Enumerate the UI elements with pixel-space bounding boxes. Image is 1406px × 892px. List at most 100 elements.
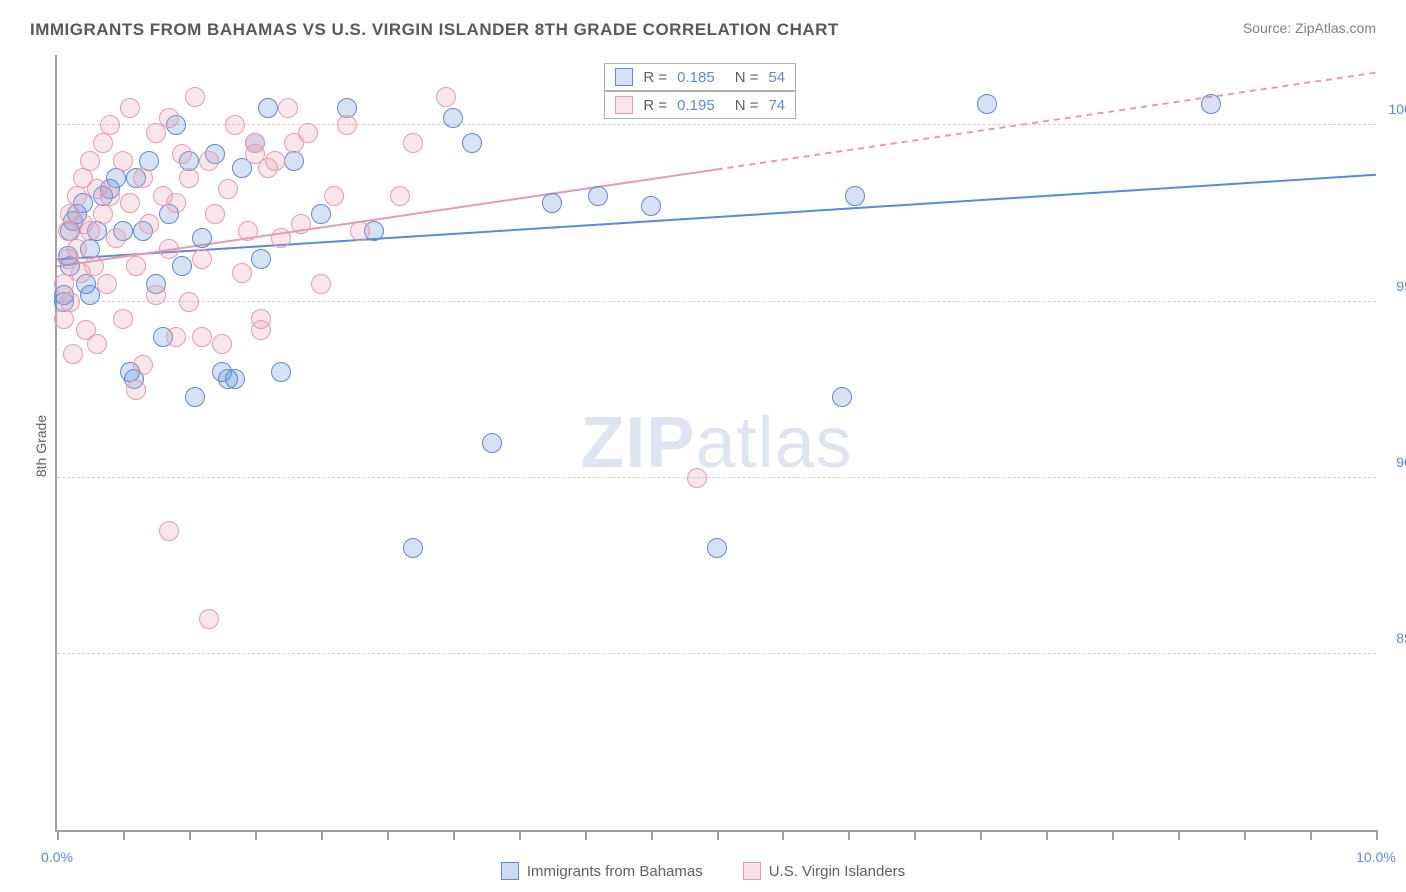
gridline <box>57 124 1376 125</box>
scatter-point-virgin-islanders <box>278 98 298 118</box>
scatter-point-virgin-islanders <box>390 186 410 206</box>
scatter-point-virgin-islanders <box>54 309 74 329</box>
scatter-point-virgin-islanders <box>403 133 423 153</box>
scatter-point-virgin-islanders <box>324 186 344 206</box>
regression-line-dashed <box>717 73 1377 170</box>
legend-R-label: R = <box>643 69 667 86</box>
watermark: ZIPatlas <box>580 402 852 484</box>
scatter-point-virgin-islanders <box>185 87 205 107</box>
scatter-point-virgin-islanders <box>350 221 370 241</box>
scatter-point-bahamas <box>192 228 212 248</box>
scatter-point-virgin-islanders <box>311 274 331 294</box>
scatter-point-virgin-islanders <box>245 144 265 164</box>
regression-line-solid <box>57 175 1376 260</box>
scatter-point-virgin-islanders <box>179 168 199 188</box>
scatter-point-virgin-islanders <box>205 204 225 224</box>
scatter-point-virgin-islanders <box>218 179 238 199</box>
source-attribution: Source: ZipAtlas.com <box>1243 20 1376 36</box>
legend-N-value: 54 <box>768 69 785 86</box>
scatter-point-virgin-islanders <box>106 228 126 248</box>
scatter-point-virgin-islanders <box>120 98 140 118</box>
scatter-point-bahamas <box>225 369 245 389</box>
xtick <box>848 830 850 840</box>
y-axis-label: 8th Grade <box>33 415 49 477</box>
xtick <box>321 830 323 840</box>
scatter-point-bahamas <box>185 387 205 407</box>
legend-N-value: 74 <box>768 97 785 114</box>
scatter-point-bahamas <box>258 98 278 118</box>
xtick <box>1046 830 1048 840</box>
legend-N-label: N = <box>735 97 759 114</box>
xtick <box>980 830 982 840</box>
scatter-point-virgin-islanders <box>93 133 113 153</box>
scatter-point-virgin-islanders <box>192 327 212 347</box>
scatter-point-bahamas <box>172 256 192 276</box>
scatter-point-virgin-islanders <box>159 108 179 128</box>
scatter-point-virgin-islanders <box>291 214 311 234</box>
scatter-point-bahamas <box>311 204 331 224</box>
scatter-point-virgin-islanders <box>687 468 707 488</box>
scatter-point-bahamas <box>443 108 463 128</box>
legend-N-label: N = <box>735 69 759 86</box>
scatter-point-bahamas <box>284 151 304 171</box>
scatter-point-bahamas <box>462 133 482 153</box>
xtick <box>387 830 389 840</box>
scatter-point-bahamas <box>1201 94 1221 114</box>
ytick-label: 85.0% <box>1396 630 1406 646</box>
scatter-point-bahamas <box>482 433 502 453</box>
legend-stats-bahamas: R = 0.185 N = 54 <box>604 63 796 91</box>
scatter-point-virgin-islanders <box>87 334 107 354</box>
xtick <box>782 830 784 840</box>
scatter-point-virgin-islanders <box>298 123 318 143</box>
scatter-point-virgin-islanders <box>251 320 271 340</box>
scatter-point-virgin-islanders <box>60 292 80 312</box>
scatter-point-virgin-islanders <box>100 186 120 206</box>
scatter-point-virgin-islanders <box>80 151 100 171</box>
legend-swatch-bahamas <box>501 862 519 880</box>
xtick <box>1178 830 1180 840</box>
legend-swatch-virgin-islanders <box>743 862 761 880</box>
xtick <box>717 830 719 840</box>
ytick-label: 100.0% <box>1389 101 1406 117</box>
scatter-point-virgin-islanders <box>133 355 153 375</box>
xtick <box>914 830 916 840</box>
gridline <box>57 301 1376 302</box>
scatter-point-virgin-islanders <box>139 214 159 234</box>
scatter-point-virgin-islanders <box>126 380 146 400</box>
xtick <box>189 830 191 840</box>
scatter-point-virgin-islanders <box>238 221 258 241</box>
legend-R-value: 0.185 <box>677 69 715 86</box>
scatter-point-virgin-islanders <box>97 274 117 294</box>
scatter-point-bahamas <box>588 186 608 206</box>
header: IMMIGRANTS FROM BAHAMAS VS U.S. VIRGIN I… <box>0 0 1406 50</box>
chart-plot-area: ZIPatlas 85.0%90.0%95.0%100.0%0.0%10.0%R… <box>55 55 1376 832</box>
scatter-point-bahamas <box>403 538 423 558</box>
legend-swatch <box>615 96 633 114</box>
legend-item-bahamas: Immigrants from Bahamas <box>501 862 703 880</box>
scatter-point-virgin-islanders <box>232 263 252 283</box>
scatter-point-virgin-islanders <box>159 521 179 541</box>
legend-label: Immigrants from Bahamas <box>527 863 703 880</box>
xtick <box>1112 830 1114 840</box>
regression-lines-overlay <box>57 55 1376 830</box>
scatter-point-virgin-islanders <box>199 609 219 629</box>
scatter-point-virgin-islanders <box>337 115 357 135</box>
scatter-point-virgin-islanders <box>159 239 179 259</box>
scatter-point-virgin-islanders <box>133 168 153 188</box>
scatter-point-virgin-islanders <box>146 285 166 305</box>
legend-swatch <box>615 68 633 86</box>
legend-R-label: R = <box>643 97 667 114</box>
scatter-point-virgin-islanders <box>80 221 100 241</box>
scatter-point-virgin-islanders <box>120 193 140 213</box>
legend-item-virgin-islanders: U.S. Virgin Islanders <box>743 862 905 880</box>
scatter-point-virgin-islanders <box>100 115 120 135</box>
scatter-point-virgin-islanders <box>113 309 133 329</box>
chart-title: IMMIGRANTS FROM BAHAMAS VS U.S. VIRGIN I… <box>30 20 839 40</box>
xtick <box>585 830 587 840</box>
xtick <box>651 830 653 840</box>
ytick-label: 95.0% <box>1396 278 1406 294</box>
legend-R-value: 0.195 <box>677 97 715 114</box>
gridline <box>57 477 1376 478</box>
xtick <box>123 830 125 840</box>
xtick <box>1244 830 1246 840</box>
